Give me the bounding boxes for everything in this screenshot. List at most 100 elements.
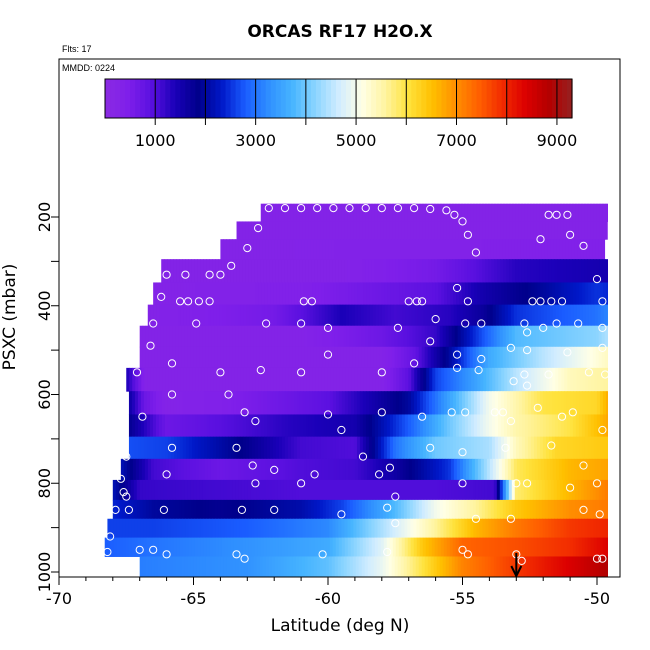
heatmap-cell [141,367,145,392]
heatmap-cell [362,414,367,438]
heatmap-cell [382,479,387,501]
heatmap-cell [255,282,259,306]
heatmap-cell [533,259,537,283]
colorbar-swatch [536,79,543,118]
colorbar-swatch [496,79,503,118]
measurement-point [431,315,440,324]
heatmap-cell [211,325,216,348]
heatmap-cell [208,346,213,369]
heatmap-cell [442,325,447,348]
heatmap-cell [266,259,270,283]
heatmap-cell [260,537,265,557]
heatmap-cell [386,518,390,539]
heatmap-cell [331,479,336,501]
measurement-point [501,443,510,452]
heatmap-cell [241,479,246,501]
heatmap-cell [328,239,332,260]
heatmap-cell [304,556,309,577]
heatmap-cell [580,346,585,369]
heatmap-cell [140,391,145,415]
heatmap-cell [467,259,471,283]
heatmap-cell [585,367,589,392]
heatmap-cell [295,499,300,520]
colorbar-swatch [396,79,402,118]
measurement-point [232,550,241,559]
heatmap-cell [283,479,288,501]
heatmap-cell [249,367,253,392]
heatmap-cell [150,458,155,481]
heatmap-cell [151,556,156,577]
heatmap-cell [220,556,225,577]
heatmap-cell [448,556,453,577]
heatmap-cell [386,414,391,438]
heatmap-cell [280,556,285,577]
heatmap-cell [171,458,176,481]
heatmap-cell [494,518,498,539]
heatmap-cell [301,479,306,501]
heatmap-cell [556,556,561,577]
heatmap-cell [202,499,207,520]
heatmap-cell [550,479,555,501]
heatmap-cell [163,325,168,348]
heatmap-cell [317,436,322,460]
heatmap-cell [125,518,129,539]
heatmap-cell [551,414,556,438]
heatmap-cell [311,518,315,539]
heatmap-cell [454,239,458,260]
heatmap-cell [350,537,355,557]
heatmap-cell [133,499,138,520]
heatmap-cell [232,479,237,501]
heatmap-cell [433,346,438,369]
heatmap-cell [520,239,524,260]
heatmap-cell [272,259,276,283]
heatmap-cell [414,304,419,327]
heatmap-cell [260,518,264,539]
heatmap-cell [564,458,569,481]
colorbar-swatch [371,79,377,118]
heatmap-cell [463,499,468,520]
heatmap-cell [428,537,433,557]
heatmap-cell [189,304,194,327]
heatmap-cell [443,221,448,240]
heatmap-cell [473,537,478,557]
heatmap-cell [406,499,411,520]
heatmap-cell [490,325,495,348]
colorbar-swatch [421,79,427,118]
heatmap-cell [303,282,307,306]
heatmap-cell [334,239,338,260]
heatmap-cell [458,391,463,415]
heatmap-cell [389,391,394,415]
heatmap-cell [455,537,460,557]
heatmap-cell [310,346,315,369]
heatmap-cell [452,414,457,438]
heatmap-cell [264,304,269,327]
heatmap-cell [349,239,353,260]
heatmap-cell [351,304,356,327]
measurement-point [463,230,472,239]
heatmap-cell [287,203,292,222]
heatmap-cell [553,346,558,369]
heatmap-cell [298,556,303,577]
heatmap-cell [575,391,580,415]
colorbar-ticks: 1000 3000 5000 7000 9000 [135,79,577,150]
heatmap-cell [202,479,207,501]
heatmap-cell [587,537,592,557]
heatmap-cell [334,499,339,520]
heatmap-cell [396,367,400,392]
heatmap-cell [341,259,345,283]
heatmap-cell [244,556,249,577]
heatmap-cell [524,259,528,283]
measurement-point [563,348,572,357]
measurement-point [557,297,567,306]
heatmap-cell [427,325,432,348]
heatmap-cell [500,221,505,240]
heatmap-cell [269,259,273,283]
heatmap-cell [268,346,273,369]
heatmap-cell [162,458,167,481]
heatmap-cell [350,414,355,438]
heatmap-cell [517,556,522,577]
heatmap-cell [431,391,436,415]
measurement-point [149,319,158,328]
heatmap-cell [322,556,327,577]
heatmap-cell [554,203,559,222]
